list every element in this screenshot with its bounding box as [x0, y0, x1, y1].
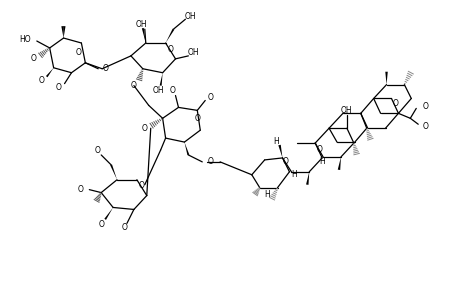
Text: OH: OH	[136, 20, 147, 29]
Text: OH: OH	[152, 86, 164, 95]
Text: O: O	[102, 64, 108, 73]
Text: OH: OH	[184, 12, 196, 21]
Text: H: H	[273, 136, 279, 146]
Polygon shape	[278, 145, 282, 158]
Text: H: H	[291, 170, 297, 179]
Polygon shape	[184, 142, 189, 155]
Text: O: O	[207, 158, 213, 166]
Polygon shape	[165, 28, 174, 43]
Polygon shape	[141, 28, 146, 43]
Polygon shape	[46, 68, 54, 77]
Text: O: O	[75, 48, 81, 57]
Text: O: O	[282, 158, 288, 166]
Text: O: O	[169, 86, 175, 95]
Text: O: O	[315, 145, 321, 154]
Text: O: O	[421, 122, 427, 131]
Text: O: O	[167, 45, 173, 54]
Text: O: O	[194, 114, 200, 123]
Text: O: O	[392, 99, 397, 108]
Text: HO: HO	[19, 34, 31, 43]
Text: O: O	[39, 76, 45, 85]
Polygon shape	[63, 26, 65, 38]
Polygon shape	[159, 73, 162, 86]
Text: O: O	[122, 223, 128, 232]
Text: O: O	[77, 185, 83, 194]
Text: O: O	[131, 81, 136, 90]
Text: O: O	[421, 102, 427, 111]
Text: O: O	[141, 124, 147, 133]
Polygon shape	[305, 172, 308, 185]
Polygon shape	[104, 208, 113, 220]
Polygon shape	[61, 26, 64, 38]
Text: OH: OH	[187, 48, 199, 57]
Text: O: O	[207, 93, 213, 102]
Text: O: O	[31, 54, 37, 63]
Polygon shape	[385, 72, 387, 85]
Text: H: H	[319, 158, 325, 166]
Text: O: O	[139, 181, 145, 190]
Polygon shape	[110, 164, 117, 180]
Text: O: O	[56, 83, 62, 92]
Text: O: O	[98, 220, 104, 229]
Text: H: H	[263, 190, 269, 199]
Text: O: O	[94, 146, 100, 155]
Polygon shape	[337, 157, 340, 170]
Text: OH: OH	[341, 106, 352, 115]
